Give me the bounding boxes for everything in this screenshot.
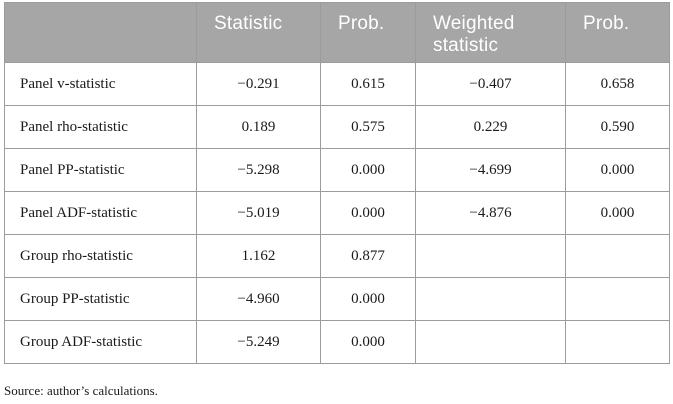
table-row: Group rho-statistic 1.162 0.877: [4, 234, 670, 278]
row-label: Panel PP-statistic: [4, 148, 197, 192]
weighted-prob-cell: 0.000: [565, 191, 670, 235]
prob-cell: 0.877: [320, 234, 416, 278]
weighted-statistic-cell: −4.876: [415, 191, 566, 235]
table-row: Panel ADF-statistic −5.019 0.000 −4.876 …: [4, 191, 670, 235]
cointegration-test-table: Statistic Prob. Weighted statistic Prob.…: [4, 2, 670, 364]
row-label: Panel v-statistic: [4, 62, 197, 106]
row-label: Panel ADF-statistic: [4, 191, 197, 235]
weighted-statistic-cell: −0.407: [415, 62, 566, 106]
table-row: Group ADF-statistic −5.249 0.000: [4, 320, 670, 364]
statistic-cell: 1.162: [196, 234, 321, 278]
table-row: Panel rho-statistic 0.189 0.575 0.229 0.…: [4, 105, 670, 149]
row-label: Group PP-statistic: [4, 277, 197, 321]
weighted-statistic-cell: 0.229: [415, 105, 566, 149]
table-row: Panel v-statistic −0.291 0.615 −0.407 0.…: [4, 62, 670, 106]
weighted-statistic-cell: [415, 320, 566, 364]
header-weighted-prob: Prob.: [565, 2, 670, 63]
statistic-cell: −0.291: [196, 62, 321, 106]
weighted-statistic-cell: −4.699: [415, 148, 566, 192]
prob-cell: 0.000: [320, 277, 416, 321]
table-row: Panel PP-statistic −5.298 0.000 −4.699 0…: [4, 148, 670, 192]
weighted-prob-cell: 0.000: [565, 148, 670, 192]
weighted-statistic-cell: [415, 277, 566, 321]
prob-cell: 0.615: [320, 62, 416, 106]
prob-cell: 0.000: [320, 320, 416, 364]
prob-cell: 0.000: [320, 148, 416, 192]
weighted-statistic-cell: [415, 234, 566, 278]
weighted-prob-cell: 0.590: [565, 105, 670, 149]
header-weighted-statistic: Weighted statistic: [415, 2, 566, 63]
row-label: Group rho-statistic: [4, 234, 197, 278]
header-statistic: Statistic: [196, 2, 321, 63]
prob-cell: 0.575: [320, 105, 416, 149]
statistic-cell: −5.298: [196, 148, 321, 192]
table-row: Group PP-statistic −4.960 0.000: [4, 277, 670, 321]
weighted-prob-cell: [565, 277, 670, 321]
row-label: Panel rho-statistic: [4, 105, 197, 149]
prob-cell: 0.000: [320, 191, 416, 235]
table-container: Statistic Prob. Weighted statistic Prob.…: [4, 2, 670, 364]
header-row: Statistic Prob. Weighted statistic Prob.: [4, 2, 670, 63]
weighted-prob-cell: [565, 234, 670, 278]
statistic-cell: −5.019: [196, 191, 321, 235]
statistic-cell: −5.249: [196, 320, 321, 364]
weighted-prob-cell: [565, 320, 670, 364]
row-label: Group ADF-statistic: [4, 320, 197, 364]
weighted-prob-cell: 0.658: [565, 62, 670, 106]
source-note: Source: author’s calculations.: [4, 383, 158, 398]
header-blank-cell: [4, 2, 197, 63]
header-prob: Prob.: [320, 2, 416, 63]
statistic-cell: −4.960: [196, 277, 321, 321]
statistic-cell: 0.189: [196, 105, 321, 149]
